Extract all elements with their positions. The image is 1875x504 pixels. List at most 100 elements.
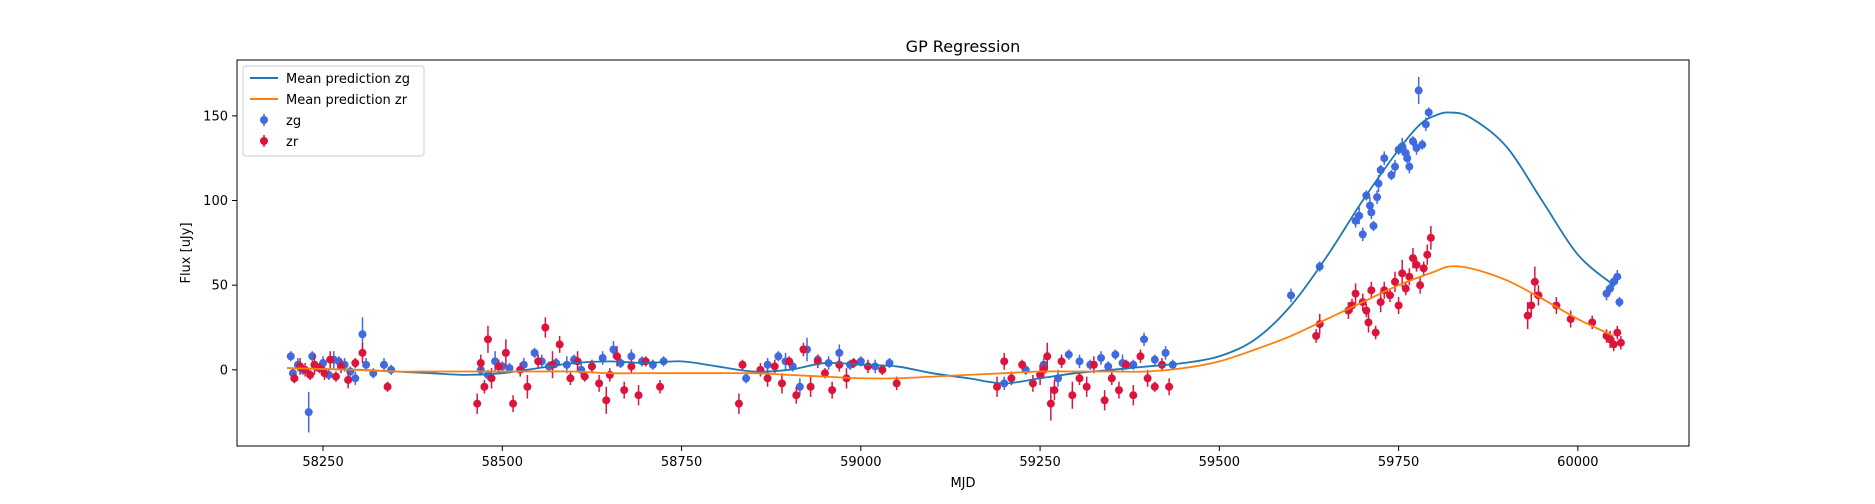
legend-box [242, 65, 425, 157]
data-point-zr [1000, 357, 1009, 366]
data-point-zr [1046, 399, 1055, 408]
data-point-zg [1380, 154, 1389, 163]
data-point-zr [1100, 396, 1109, 405]
data-point-zr [849, 359, 858, 368]
data-point-zr [383, 382, 392, 391]
data-point-zr [1075, 374, 1084, 383]
data-point-zg [1606, 284, 1615, 293]
data-point-zg [774, 352, 783, 361]
data-point-zr [792, 391, 801, 400]
data-point-zr [290, 374, 299, 383]
data-point-zr [820, 369, 829, 378]
data-point-zr [1150, 382, 1159, 391]
data-point-zg [742, 374, 751, 383]
data-point-zg [609, 345, 618, 354]
data-point-zg [1418, 140, 1427, 149]
data-point-zr [487, 374, 496, 383]
data-point-zr [1527, 301, 1536, 310]
data-point-zr [1385, 291, 1394, 300]
data-point-zr [1122, 360, 1131, 369]
data-point-zg [351, 374, 360, 383]
data-point-zr [358, 348, 367, 357]
data-point-zr [331, 372, 340, 381]
legend-dot [260, 137, 268, 145]
data-point-zr [320, 369, 329, 378]
data-point-zr [799, 345, 808, 354]
data-point-zr [777, 379, 786, 388]
x-axis-label: MJD [950, 476, 975, 491]
data-point-zr [1426, 233, 1435, 242]
data-point-zr [494, 362, 503, 371]
data-point-zr [1136, 352, 1145, 361]
data-point-zr [878, 365, 887, 374]
data-point-zr [351, 359, 360, 368]
data-point-zg [1615, 298, 1624, 307]
data-point-zr [534, 357, 543, 366]
data-point-zg [505, 364, 514, 373]
data-point-zg [387, 365, 396, 374]
data-point-zg [1424, 108, 1433, 117]
data-point-zr [1401, 284, 1410, 293]
mean-line-zr [287, 265, 1615, 380]
x-tick-label: 59250 [1019, 455, 1060, 470]
data-point-zg [304, 408, 313, 417]
data-point-zr [573, 357, 582, 366]
legend-marker-zr [260, 135, 268, 147]
data-point-zr [587, 362, 596, 371]
data-point-zg [362, 360, 371, 369]
data-point-zr [1613, 328, 1622, 337]
data-point-zr [501, 348, 510, 357]
data-point-zr [1398, 269, 1407, 278]
data-point-zr [892, 379, 901, 388]
data-point-zg [871, 362, 880, 371]
data-point-zr [1143, 374, 1152, 383]
data-point-zg [1408, 137, 1417, 146]
y-tick-label: 100 [203, 194, 228, 209]
data-point-zr [1007, 374, 1016, 383]
data-point-zr [483, 335, 492, 344]
data-point-zr [523, 382, 532, 391]
data-point-zr [734, 399, 743, 408]
data-point-zr [828, 386, 837, 395]
data-points [286, 76, 1625, 433]
y-axis-ticks: 0 50 100 150 [203, 109, 237, 378]
chart-title: GP Regression [906, 37, 1021, 56]
data-point-zr [1165, 382, 1174, 391]
data-point-zr [1423, 250, 1432, 259]
data-point-zr [473, 399, 482, 408]
data-point-zg [286, 352, 295, 361]
data-point-zr [1405, 272, 1414, 281]
data-point-zr [641, 357, 650, 366]
legend-label-mean-zr: Mean prediction zr [286, 93, 408, 108]
data-point-zr [634, 391, 643, 400]
data-point-zr [1367, 286, 1376, 295]
y-tick-label: 150 [203, 109, 228, 124]
data-point-zr [1028, 379, 1037, 388]
data-point-zr [1371, 328, 1380, 337]
x-tick-label: 58250 [302, 455, 343, 470]
data-point-zr [595, 379, 604, 388]
x-axis-ticks: 58250 58500 58750 59000 59250 59500 59750 60000 [302, 446, 1599, 470]
data-point-zr [627, 362, 636, 371]
data-point-zg [358, 330, 367, 339]
series-zg [286, 76, 1624, 433]
data-point-zr [1057, 357, 1066, 366]
data-point-zg [1613, 272, 1622, 281]
data-point-zr [605, 370, 614, 379]
y-tick-label: 50 [211, 279, 228, 294]
data-point-zg [1111, 350, 1120, 359]
data-point-zr [580, 372, 589, 381]
x-tick-label: 60000 [1557, 455, 1598, 470]
data-point-zg [1387, 171, 1396, 180]
data-point-zr [344, 375, 353, 384]
data-point-zr [835, 360, 844, 369]
data-point-zr [770, 362, 779, 371]
data-point-zg [1365, 201, 1374, 210]
x-tick-label: 58750 [661, 455, 702, 470]
data-point-zg [835, 348, 844, 357]
data-point-zg [1097, 353, 1106, 362]
data-point-zr [613, 352, 622, 361]
data-point-zr [1416, 281, 1425, 290]
data-point-zg [1355, 211, 1364, 220]
